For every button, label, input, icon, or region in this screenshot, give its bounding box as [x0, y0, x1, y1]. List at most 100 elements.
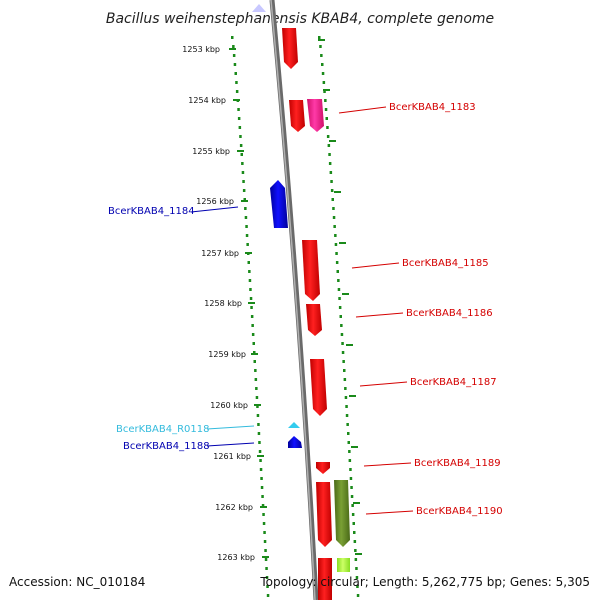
track-dot: [322, 81, 326, 84]
track-dot: [242, 180, 245, 183]
track-dot: [264, 558, 268, 561]
track-dot: [237, 108, 240, 111]
track-dot: [255, 387, 258, 390]
tick-label: 1255 kbp: [192, 147, 230, 156]
track-dot: [248, 270, 251, 273]
gene-label-1187[interactable]: BcerKBAB4_1187: [410, 377, 497, 388]
accession-text: Accession: NC_010184: [9, 575, 145, 589]
track-dot: [356, 585, 359, 588]
track-dot: [324, 99, 327, 102]
track-dot: [244, 207, 247, 210]
track-dot: [353, 531, 356, 534]
gene-label-1185[interactable]: BcerKBAB4_1185: [402, 258, 489, 269]
track-dot: [253, 360, 256, 363]
gene-feature-1190[interactable]: [316, 482, 332, 547]
dotted-track-left: [231, 36, 270, 597]
track-dot: [257, 432, 261, 435]
track-dot: [265, 576, 269, 579]
track-dot: [335, 261, 339, 264]
track-dot: [332, 207, 335, 210]
track-dot: [325, 117, 328, 120]
gene-feature-1187[interactable]: [310, 359, 327, 416]
track-dot: [254, 378, 258, 381]
track-dot: [257, 423, 260, 426]
track-dot: [336, 270, 339, 273]
track-dot: [255, 396, 259, 399]
gene-feature-1185[interactable]: [302, 240, 320, 301]
tick-label: 1261 kbp: [213, 452, 251, 461]
track-dot: [264, 549, 267, 552]
track-dot: [234, 72, 237, 75]
track-dot: [352, 522, 355, 525]
track-dot: [331, 198, 334, 201]
gene-feature-1188[interactable]: [288, 436, 302, 448]
track-dot: [338, 306, 342, 309]
track-dot: [330, 189, 334, 192]
track-dot: [319, 45, 322, 48]
gene-label-1188[interactable]: BcerKBAB4_1188: [123, 441, 210, 452]
track-dot: [340, 324, 343, 327]
track-dot: [233, 63, 237, 66]
gene-label-R0118[interactable]: BcerKBAB4_R0118: [116, 424, 210, 435]
track-dot: [243, 198, 246, 201]
gene-label-1186[interactable]: BcerKBAB4_1186: [406, 308, 493, 319]
gene-feature-bottom-lime[interactable]: [337, 558, 350, 572]
gene-label-1189[interactable]: BcerKBAB4_1189: [414, 458, 501, 469]
track-dot: [332, 216, 336, 219]
track-dot: [354, 558, 358, 561]
track-dot: [339, 315, 342, 318]
track-dot: [256, 414, 260, 417]
gene-label-1183[interactable]: BcerKBAB4_1183: [389, 102, 476, 113]
track-dot: [245, 234, 249, 237]
track-dot: [246, 243, 249, 246]
track-dot: [354, 549, 357, 552]
track-dot: [355, 576, 359, 579]
arrow-up-icon: [252, 4, 266, 12]
track-dot: [323, 90, 326, 93]
track-dot: [240, 153, 243, 156]
gene-feature-bottom[interactable]: [318, 558, 332, 600]
track-dot: [321, 63, 324, 66]
track-dot: [347, 432, 350, 435]
track-dot: [356, 594, 360, 597]
track-dot: [258, 450, 262, 453]
genome-backbone-highlight: [270, 0, 316, 600]
rna-feature-R0118[interactable]: [288, 422, 300, 428]
track-dot: [263, 540, 267, 543]
track-dot: [258, 441, 261, 444]
tick-label: 1260 kbp: [210, 401, 248, 410]
tick-label: 1253 kbp: [182, 45, 220, 54]
gene-label-1190[interactable]: BcerKBAB4_1190: [416, 506, 503, 517]
track-dot: [353, 540, 357, 543]
track-dot: [329, 171, 333, 174]
track-dot: [330, 180, 333, 183]
gene-feature-1183[interactable]: [307, 99, 324, 132]
track-dot: [245, 225, 248, 228]
track-dot: [244, 216, 248, 219]
track-dot: [340, 333, 344, 336]
track-dot: [318, 36, 321, 39]
track-dot: [239, 144, 243, 147]
gene-feature-1186[interactable]: [306, 304, 322, 336]
track-dot: [260, 486, 264, 489]
track-dot: [235, 81, 238, 84]
track-dot: [320, 54, 323, 57]
track-dot: [232, 54, 236, 57]
track-dot: [338, 297, 341, 300]
gene-label-1184[interactable]: BcerKBAB4_1184: [108, 206, 195, 217]
track-dot: [321, 72, 325, 75]
track-dot: [326, 126, 329, 129]
right-track-ticks: [318, 39, 362, 555]
track-dot: [250, 306, 253, 309]
track-dot: [349, 477, 353, 480]
gene-feature-top[interactable]: [282, 28, 298, 69]
gene-feature-1189[interactable]: [316, 462, 330, 474]
gene-feature-1190b[interactable]: [334, 480, 350, 547]
gene-feature-1184[interactable]: [270, 180, 288, 228]
track-dot: [261, 495, 264, 498]
track-dot: [355, 567, 358, 570]
gene-feature-1183a[interactable]: [289, 100, 305, 132]
track-dot: [351, 513, 355, 516]
track-dot: [261, 504, 265, 507]
track-dot: [249, 297, 253, 300]
